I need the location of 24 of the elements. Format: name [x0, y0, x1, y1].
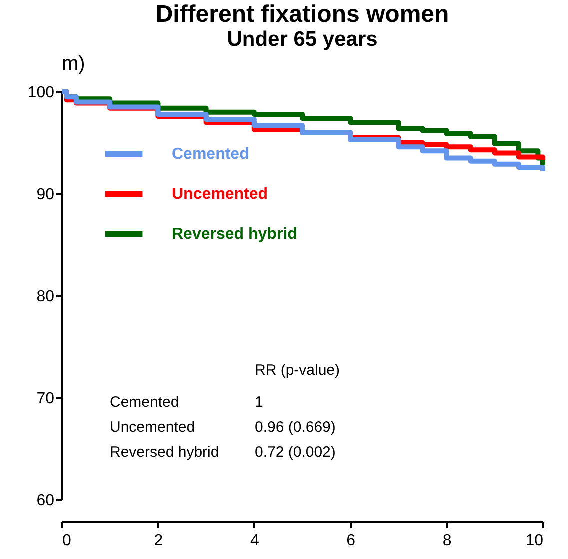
- y-tick-label: 70: [36, 390, 55, 408]
- y-tick-label: 90: [36, 186, 55, 204]
- x-tick-label: 4: [250, 532, 260, 550]
- text: m): [62, 53, 86, 75]
- x-tick-label: 2: [154, 532, 164, 550]
- x-tick-label: 10: [526, 532, 544, 550]
- annotation: RR (p-value): [255, 362, 340, 379]
- annotation: 1: [255, 394, 264, 411]
- x-tick-label: 0: [62, 532, 72, 550]
- annotation: Uncemented: [110, 419, 196, 436]
- annotation: 0.96 (0.669): [255, 419, 336, 436]
- legend-label: Uncemented: [172, 186, 268, 203]
- legend-label: Cemented: [172, 146, 250, 163]
- x-tick-label: 6: [346, 532, 356, 550]
- y-tick-label: 60: [36, 492, 55, 510]
- x-tick-label: 8: [442, 532, 452, 550]
- chart-subtitle: Under 65 years: [227, 28, 378, 51]
- annotation: Cemented: [110, 394, 180, 411]
- legend-label: Reversed hybrid: [172, 226, 298, 243]
- chart-title: Different fixations women: [156, 1, 450, 28]
- annotation: Reversed hybrid: [110, 444, 220, 461]
- y-tick-label: 80: [36, 288, 55, 306]
- annotation: 0.72 (0.002): [255, 444, 336, 461]
- y-tick-label: 100: [28, 84, 55, 102]
